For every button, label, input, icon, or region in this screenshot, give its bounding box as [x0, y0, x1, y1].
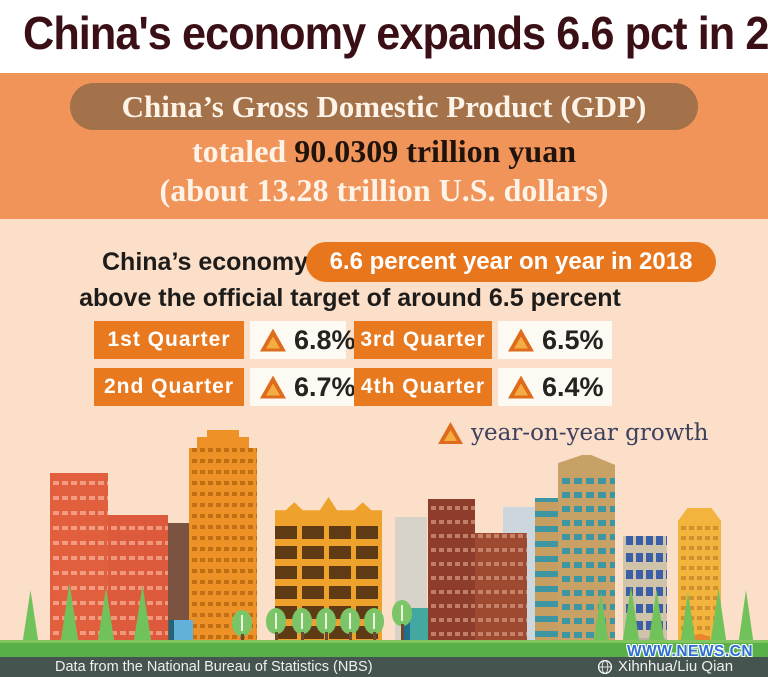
quarter-row-q1: 1st Quarter 6.8% [94, 321, 356, 359]
building-brown [168, 523, 189, 646]
target-line-value: 6.5 percent [488, 284, 621, 312]
growth-triangle-icon [260, 328, 286, 352]
target-line: above the official target of around 6.5 … [0, 284, 700, 313]
quarter-row-q3: 3rd Quarter 6.5% [354, 321, 612, 359]
gdp-pill: China’s Gross Domestic Product (GDP) [70, 83, 698, 130]
grass-strip [0, 640, 768, 657]
quarter-label-q4: 4th Quarter [354, 368, 492, 406]
gdp-band: China’s Gross Domestic Product (GDP) tot… [0, 73, 768, 219]
quarter-row-q4: 4th Quarter 6.4% [354, 368, 612, 406]
quarter-value-q4: 6.4% [498, 368, 612, 406]
round-tree [364, 608, 384, 634]
credit: Xihnhua/Liu Qian [597, 657, 733, 677]
growth-triangle-icon [260, 375, 286, 399]
legend: year-on-year growth [438, 420, 708, 446]
building-tan-tower [558, 472, 615, 646]
round-tree [266, 608, 286, 634]
title-bar: China's economy expands 6.6 pct in 2018 [0, 0, 768, 73]
news-site-watermark: WWW.NEWS.CN [627, 643, 754, 660]
quarter-pct-q4: 6.4% [542, 371, 604, 402]
quarter-label-q1: 1st Quarter [94, 321, 244, 359]
quarter-row-q2: 2nd Quarter 6.7% [94, 368, 356, 406]
legend-label: year-on-year growth [471, 420, 709, 446]
tree-trunk [373, 632, 376, 646]
target-line-prefix: above the official target of around [79, 284, 489, 312]
quarter-pct-q2: 6.7% [294, 371, 356, 402]
round-tree [292, 608, 312, 634]
credit-text: Xihnhua/Liu Qian [618, 658, 734, 675]
page-title: China's economy expands 6.6 pct in 2018 [23, 7, 768, 59]
tree-trunk [301, 632, 304, 646]
data-source-text: Data from the National Bureau of Statist… [55, 659, 373, 675]
building-red-1 [50, 473, 108, 646]
growth-line: China’s economy grew 6.6 percent year on… [0, 242, 768, 282]
globe-icon [597, 659, 613, 675]
building-maroon-1 [428, 499, 475, 646]
pine-tree [22, 590, 39, 646]
building-tan-small [535, 498, 559, 646]
building-orange-tower-crown [207, 430, 239, 440]
round-tree [232, 610, 252, 636]
building-yellow-crown [678, 508, 721, 521]
quarter-value-q1: 6.8% [250, 321, 356, 359]
gdp-pill-label: China’s Gross Domestic Product (GDP) [121, 88, 647, 124]
quarter-pct-q1: 6.8% [294, 324, 356, 355]
growth-triangle-icon [508, 375, 534, 399]
quarter-value-q2: 6.7% [250, 368, 356, 406]
totaled-prefix: totaled [191, 133, 295, 169]
growth-pill: 6.6 percent year on year in 2018 [306, 242, 716, 282]
growth-triangle-icon [438, 422, 463, 444]
tree-trunk [349, 632, 352, 646]
tree-trunk [401, 624, 404, 644]
gdp-usd-line: (about 13.28 trillion U.S. dollars) [159, 172, 609, 208]
building-maroon-2 [475, 533, 527, 646]
quarter-value-q3: 6.5% [498, 321, 612, 359]
pine-tree [738, 590, 754, 646]
quarter-pct-q3: 6.5% [542, 324, 604, 355]
building-orange-tower-crown [197, 437, 249, 451]
quarter-label-q2: 2nd Quarter [94, 368, 244, 406]
round-tree [340, 608, 360, 634]
gdp-total-line: totaled 90.0309 trillion yuan [0, 133, 768, 170]
tree-trunk [325, 632, 328, 646]
tree-trunk [275, 632, 278, 646]
gdp-total-value: 90.0309 trillion yuan [294, 133, 576, 169]
round-tree [316, 608, 336, 634]
quarter-label-q3: 3rd Quarter [354, 321, 492, 359]
growth-triangle-icon [508, 328, 534, 352]
footer-bar: Data from the National Bureau of Statist… [0, 657, 768, 677]
building-amber-crown [275, 497, 382, 521]
round-tree [392, 600, 412, 626]
building-tan-tower-crown [558, 455, 615, 473]
